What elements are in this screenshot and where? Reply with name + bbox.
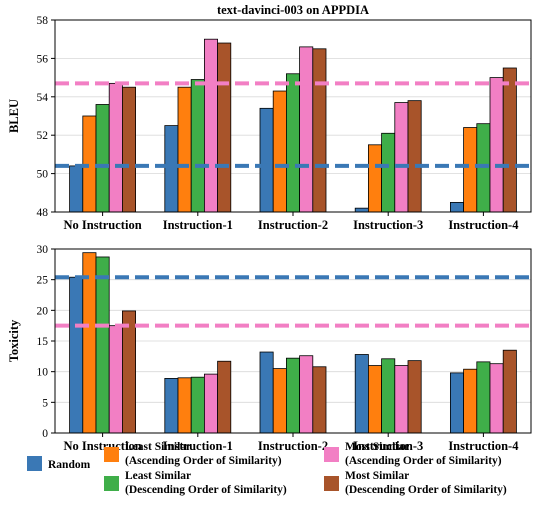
bar — [164, 378, 179, 434]
y-axis-label: BLEU — [7, 99, 21, 133]
y-tick-label: 52 — [37, 130, 49, 142]
bar — [476, 361, 491, 434]
y-tick-label: 5 — [42, 397, 48, 409]
bar — [312, 366, 327, 434]
bar — [272, 368, 287, 434]
legend-item: Least Similar (Ascending Order of Similar… — [104, 441, 282, 467]
legend-item: Most Similar (Descending Order of Similar… — [324, 470, 507, 496]
bar — [394, 365, 409, 434]
bar — [367, 144, 382, 213]
bar — [108, 82, 123, 213]
bar — [463, 127, 478, 213]
bar — [299, 355, 314, 434]
legend-label: Least Similar — [125, 470, 191, 482]
y-tick-label: 0 — [42, 428, 48, 440]
bar — [489, 77, 504, 213]
legend: Random Least Similar (Ascending Order of S… — [27, 441, 507, 496]
legend-swatch — [324, 447, 339, 462]
legend-swatch — [27, 456, 42, 471]
bar — [299, 46, 314, 213]
legend-swatch — [104, 447, 119, 462]
bar — [203, 373, 218, 434]
legend-item: Most Similar (Ascending Order of Similari… — [324, 441, 502, 467]
bar — [108, 325, 123, 434]
bar — [285, 357, 300, 434]
y-axis-label: Toxicity — [7, 319, 21, 362]
bar — [407, 100, 422, 213]
x-tick-label: No Instruction — [64, 439, 142, 453]
bar — [177, 86, 192, 213]
legend-label: Most Similar — [345, 441, 409, 453]
legend-label: Random — [48, 459, 91, 471]
bar — [95, 256, 110, 434]
bar — [407, 360, 422, 434]
legend-label: Most Similar — [345, 470, 409, 482]
bar — [354, 207, 369, 213]
x-tick-label: Instruction-4 — [448, 218, 519, 232]
bar — [259, 351, 274, 434]
y-tick-label: 50 — [37, 169, 49, 181]
legend-item: Least Similar (Descending Order of Simila… — [104, 470, 287, 496]
y-tick-label: 56 — [37, 53, 49, 65]
bar — [190, 376, 205, 434]
bar — [122, 86, 137, 213]
legend-label: Least Similar — [125, 441, 191, 453]
y-tick-label: 10 — [37, 367, 49, 379]
bar — [489, 363, 504, 434]
x-tick-label: Instruction-2 — [258, 218, 328, 232]
bar — [502, 67, 517, 213]
legend-item: Random — [27, 456, 91, 471]
chart-panel-bleu: 48 50 52 54 56 58 No Instruction Instruction-1 I… — [7, 3, 532, 232]
bar — [190, 79, 205, 213]
bar — [259, 107, 274, 213]
bar — [217, 42, 232, 213]
x-tick-label: No Instruction — [64, 218, 142, 232]
chart-panel-toxicity: 0 5 10 15 20 25 30 No Instruction Instruction-1 I… — [7, 244, 532, 453]
bar — [367, 365, 382, 434]
bar — [449, 201, 464, 213]
bar — [217, 360, 232, 434]
y-tick-label: 15 — [37, 336, 49, 348]
x-tick-label: Instruction-4 — [448, 439, 519, 453]
bar — [312, 48, 327, 213]
bar — [449, 372, 464, 434]
x-tick-label: Instruction-1 — [163, 439, 233, 453]
y-tick-label: 48 — [37, 207, 49, 219]
y-tick-label: 20 — [37, 305, 49, 317]
bar — [463, 368, 478, 434]
legend-sublabel: (Ascending Order of Similarity) — [125, 455, 282, 467]
legend-sublabel: (Descending Order of Similarity) — [345, 484, 507, 496]
bar — [82, 252, 97, 434]
bar — [272, 90, 287, 213]
bar — [381, 132, 396, 213]
bar — [122, 310, 137, 434]
legend-swatch — [104, 476, 119, 491]
y-tick-label: 58 — [37, 15, 49, 27]
bar — [381, 358, 396, 434]
bar — [177, 377, 192, 434]
x-tick-label: Instruction-3 — [353, 439, 423, 453]
legend-swatch — [324, 476, 339, 491]
chart-title: text-davinci-003 on APPDIA — [217, 3, 369, 17]
y-tick-label: 25 — [37, 275, 49, 287]
bar — [203, 38, 218, 213]
legend-sublabel: (Ascending Order of Similarity) — [345, 455, 502, 467]
y-tick-label: 30 — [37, 244, 49, 256]
bar — [95, 104, 110, 213]
bar — [69, 276, 84, 434]
bar — [285, 73, 300, 213]
x-tick-label: Instruction-3 — [353, 218, 423, 232]
x-tick-label: Instruction-2 — [258, 439, 328, 453]
x-tick-label: Instruction-1 — [163, 218, 233, 232]
bar — [502, 349, 517, 434]
bar — [164, 125, 179, 213]
bar — [354, 354, 369, 434]
bar — [69, 165, 84, 213]
legend-sublabel: (Descending Order of Similarity) — [125, 484, 287, 496]
bar — [394, 102, 409, 213]
y-tick-label: 54 — [37, 92, 49, 104]
